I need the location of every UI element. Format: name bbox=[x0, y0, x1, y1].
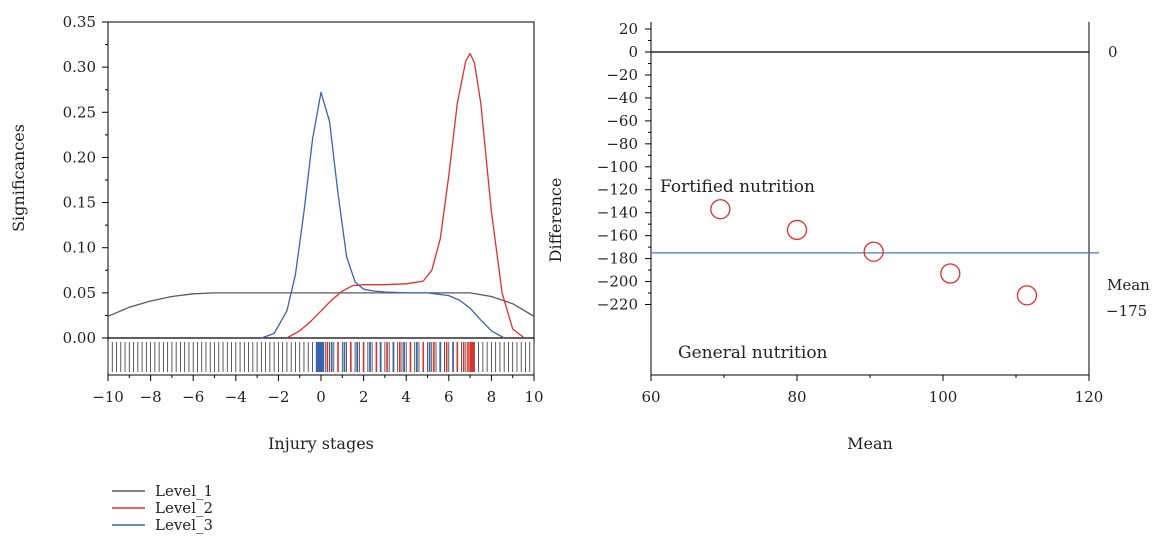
y-tick-label: 0.15 bbox=[63, 194, 96, 212]
y-tick-label: −80 bbox=[606, 135, 638, 153]
difference-x-axis-label: Mean bbox=[847, 434, 893, 453]
y-tick-label: 0.35 bbox=[63, 13, 96, 31]
y-tick-label: −180 bbox=[597, 250, 638, 268]
y-tick-label: 0.20 bbox=[63, 148, 96, 166]
y-tick-label: 0.05 bbox=[63, 284, 96, 302]
density-plot-frame bbox=[107, 21, 535, 376]
y-tick-label: 20 bbox=[619, 20, 638, 38]
mean-line-label: Mean bbox=[1107, 276, 1150, 294]
y-tick-label: 0 bbox=[628, 43, 638, 61]
x-tick-label: 2 bbox=[359, 388, 369, 406]
x-tick-label: 8 bbox=[487, 388, 497, 406]
x-tick-label: −10 bbox=[92, 388, 124, 406]
y-tick-label: −60 bbox=[606, 112, 638, 130]
data-point bbox=[863, 241, 884, 262]
data-point bbox=[940, 263, 961, 284]
x-tick-label: 100 bbox=[929, 388, 958, 406]
density-line-level-1 bbox=[107, 292, 535, 317]
difference-ticks: 20 0 −20 −40 −60 −80 −100 −120 −140 −160 −180 −200 −… bbox=[597, 20, 1104, 406]
y-tick-label: −160 bbox=[597, 227, 638, 245]
data-point bbox=[786, 219, 808, 241]
mean-line-value: −175 bbox=[1106, 302, 1147, 320]
difference-chart: 20 0 −20 −40 −60 −80 −100 −120 −140 −160 −180 −200 −… bbox=[546, 20, 1150, 453]
x-tick-label: −6 bbox=[182, 388, 204, 406]
y-tick-label: −200 bbox=[597, 273, 638, 291]
density-ticks: −10 −8 −6 −4 −2 0 2 4 6 8 10 0.00 0.05 0.10 0.15 0.20 0.… bbox=[63, 13, 544, 406]
density-x-axis-label: Injury stages bbox=[268, 434, 374, 453]
density-line-level-2 bbox=[286, 52, 524, 339]
x-tick-label: 60 bbox=[641, 388, 660, 406]
x-tick-label: 0 bbox=[316, 388, 326, 406]
x-tick-label: 10 bbox=[524, 388, 543, 406]
x-tick-label: 120 bbox=[1075, 388, 1104, 406]
density-curves bbox=[107, 52, 535, 339]
legend: Level_1 Level_2 Level_3 bbox=[112, 482, 213, 534]
x-tick-label: 4 bbox=[401, 388, 411, 406]
zero-line-label: 0 bbox=[1108, 43, 1118, 61]
y-tick-label: −120 bbox=[597, 181, 638, 199]
x-tick-label: −4 bbox=[225, 388, 247, 406]
y-tick-label: −140 bbox=[597, 204, 638, 222]
density-chart: −10 −8 −6 −4 −2 0 2 4 6 8 10 0.00 0.05 0.10 0.15 0.20 0.… bbox=[9, 13, 544, 534]
annotation-general-nutrition: General nutrition bbox=[678, 343, 828, 363]
data-point bbox=[1016, 285, 1038, 306]
y-tick-label: 0.30 bbox=[63, 58, 96, 76]
legend-label-level-3: Level_3 bbox=[155, 516, 213, 534]
x-tick-label: −8 bbox=[140, 388, 162, 406]
density-y-axis-label: Significances bbox=[9, 124, 28, 232]
y-tick-label: −40 bbox=[606, 89, 638, 107]
x-tick-label: −2 bbox=[267, 388, 289, 406]
data-point bbox=[710, 199, 731, 220]
legend-label-level-2: Level_2 bbox=[155, 499, 213, 517]
x-tick-label: 80 bbox=[787, 388, 806, 406]
difference-y-axis-label: Difference bbox=[546, 178, 565, 263]
density-line-level-3 bbox=[261, 91, 505, 339]
y-tick-label: −100 bbox=[597, 158, 638, 176]
y-tick-label: 0.00 bbox=[63, 329, 96, 347]
y-tick-label: −20 bbox=[606, 66, 638, 84]
x-tick-label: 6 bbox=[444, 388, 454, 406]
rug-strip bbox=[107, 342, 535, 372]
y-tick-label: 0.10 bbox=[63, 239, 96, 257]
legend-label-level-1: Level_1 bbox=[155, 482, 213, 500]
difference-points bbox=[710, 199, 1038, 306]
y-tick-label: 0.25 bbox=[63, 103, 96, 121]
y-tick-label: −220 bbox=[597, 296, 638, 314]
annotation-fortified-nutrition: Fortified nutrition bbox=[660, 177, 815, 197]
